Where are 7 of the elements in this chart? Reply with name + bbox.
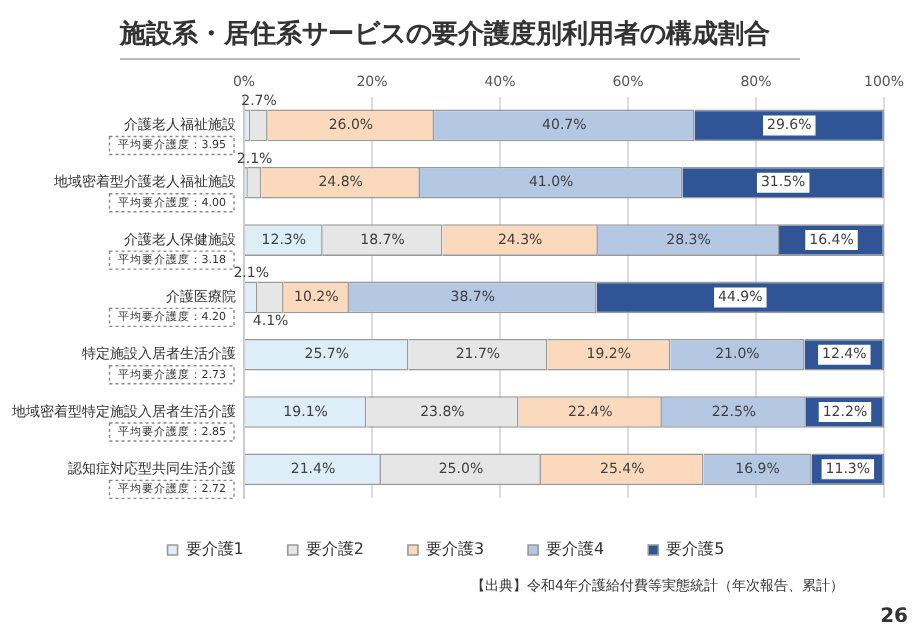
legend-label: 要介護5 bbox=[666, 540, 725, 559]
legend-label: 要介護1 bbox=[185, 540, 244, 559]
chart-title: 施設系・居住系サービスの要介護度別利用者の構成割合 bbox=[120, 0, 800, 60]
legend-label: 要介護4 bbox=[546, 540, 605, 559]
legend-label: 要介護2 bbox=[305, 540, 364, 559]
legend-label: 要介護3 bbox=[425, 540, 485, 559]
text: 26 bbox=[880, 606, 908, 628]
